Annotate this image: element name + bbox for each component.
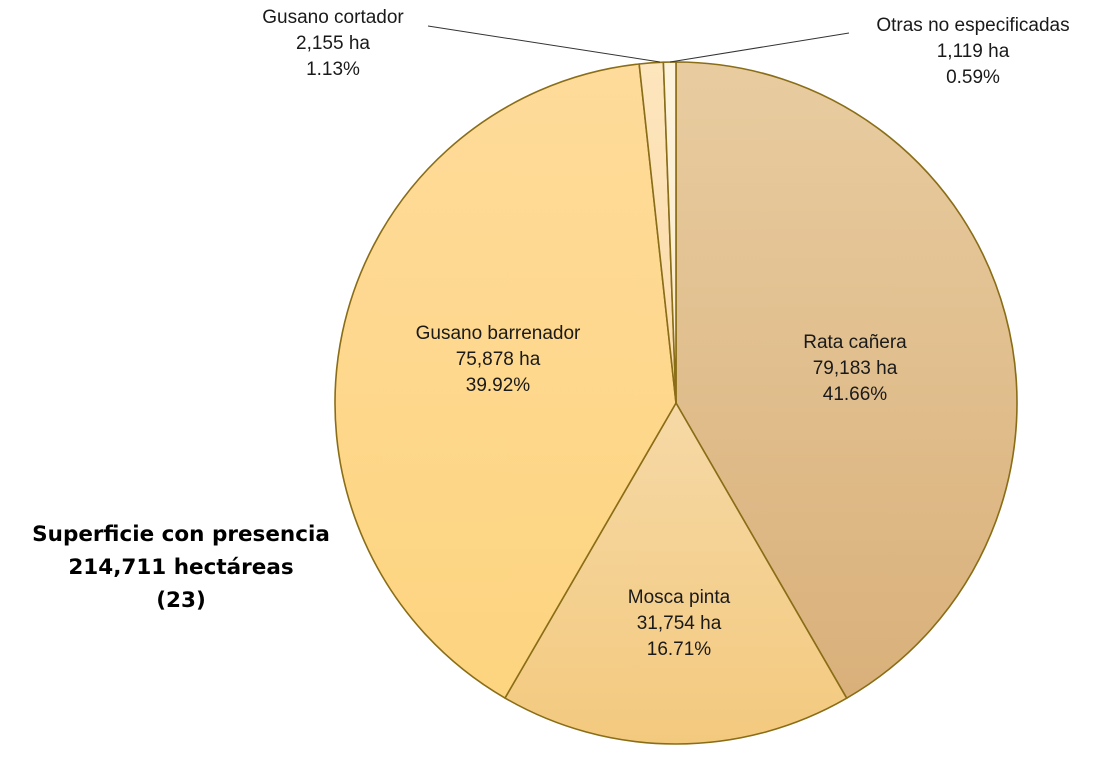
slice-label-value-gusano-cortador: 2,155 ha — [296, 33, 370, 54]
slice-label-name-gusano-cortador: Gusano cortador — [262, 7, 404, 28]
leader-line-otras-no-especificadas — [669, 32, 850, 63]
slice-label-percent-otras-no-especificadas: 0.59% — [946, 67, 1000, 88]
summary-text: Superficie con presencia 214,711 hectáre… — [0, 518, 362, 617]
summary-line-3: (23) — [156, 588, 206, 613]
slice-label-percent-rata-ca-era: 41.66% — [823, 384, 888, 405]
slice-label-value-gusano-barrenador: 75,878 ha — [456, 349, 541, 370]
slice-label-percent-gusano-cortador: 1.13% — [306, 59, 360, 80]
summary-line-1: Superficie con presencia — [32, 522, 330, 547]
pie-slice-rata-ca-era — [675, 61, 1018, 699]
slice-label-value-otras-no-especificadas: 1,119 ha — [937, 41, 1010, 62]
slice-label-value-rata-ca-era: 79,183 ha — [813, 358, 898, 379]
slice-label-percent-mosca-pinta: 16.71% — [647, 639, 712, 660]
pie-slice-otras-no-especificadas — [662, 61, 677, 404]
summary-line-2: 214,711 hectáreas — [68, 555, 294, 580]
slice-label-name-rata-ca-era: Rata cañera — [803, 332, 907, 353]
slice-label-name-otras-no-especificadas: Otras no especificadas — [876, 15, 1069, 36]
slice-label-percent-gusano-barrenador: 39.92% — [466, 375, 531, 396]
pie-slice-gusano-barrenador — [334, 63, 677, 699]
pie-slice-mosca-pinta — [504, 402, 848, 745]
slice-label-name-gusano-barrenador: Gusano barrenador — [416, 323, 581, 344]
slice-label-name-mosca-pinta: Mosca pinta — [628, 587, 731, 608]
slice-label-value-mosca-pinta: 31,754 ha — [637, 613, 722, 634]
leader-line-gusano-cortador — [427, 25, 661, 63]
